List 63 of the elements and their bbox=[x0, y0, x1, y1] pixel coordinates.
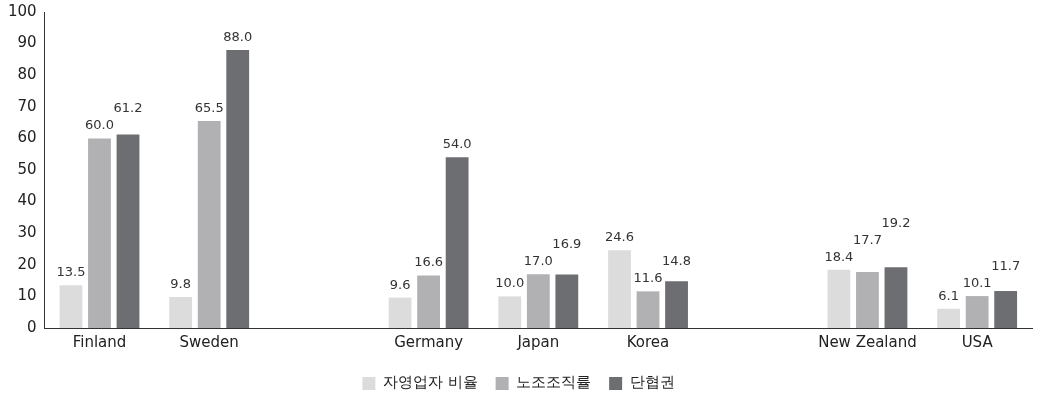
bar bbox=[59, 285, 83, 328]
bar bbox=[197, 121, 221, 328]
bar bbox=[994, 291, 1018, 328]
legend-label: 노조조직률 bbox=[516, 373, 592, 392]
data-label: 9.8 bbox=[170, 275, 192, 291]
y-tick-label: 10 bbox=[17, 286, 37, 305]
data-label: 61.2 bbox=[113, 100, 143, 116]
bar bbox=[665, 281, 688, 328]
data-label: 17.0 bbox=[523, 253, 553, 269]
data-label: 54.0 bbox=[442, 136, 472, 152]
data-label: 11.6 bbox=[633, 270, 663, 286]
bar bbox=[116, 134, 140, 328]
data-label: 14.8 bbox=[662, 253, 692, 269]
data-label: 88.0 bbox=[223, 28, 253, 44]
data-label: 9.6 bbox=[389, 276, 411, 292]
data-label: 65.5 bbox=[194, 99, 224, 115]
bar bbox=[636, 291, 660, 328]
data-label: 24.6 bbox=[605, 229, 634, 245]
bar bbox=[827, 269, 851, 328]
bar bbox=[555, 274, 579, 328]
y-tick-label: 50 bbox=[17, 159, 37, 178]
data-label: 10.0 bbox=[495, 275, 525, 291]
y-tick-label: 20 bbox=[17, 254, 37, 273]
y-tick-label: 100 bbox=[7, 1, 37, 20]
data-label: 60.0 bbox=[85, 117, 114, 133]
y-tick-label: 30 bbox=[17, 223, 37, 242]
y-tick-label: 70 bbox=[17, 96, 37, 115]
bar bbox=[169, 297, 193, 328]
data-label: 13.5 bbox=[56, 264, 86, 280]
data-label: 19.2 bbox=[881, 214, 911, 230]
bar bbox=[884, 267, 908, 328]
x-tick-label: Japan bbox=[516, 332, 560, 351]
bar bbox=[856, 272, 879, 328]
bar bbox=[526, 274, 550, 328]
y-tick-label: 80 bbox=[17, 65, 37, 84]
x-tick-label: New Zealand bbox=[818, 332, 917, 351]
bar bbox=[388, 297, 412, 328]
bar bbox=[965, 296, 989, 328]
x-tick-label: Germany bbox=[394, 332, 464, 351]
x-tick-label: Sweden bbox=[179, 332, 239, 351]
bar bbox=[226, 49, 250, 328]
y-tick-label: 90 bbox=[17, 33, 37, 52]
legend-label: 단협권 bbox=[629, 373, 675, 392]
bar bbox=[937, 308, 961, 328]
x-tick-label: Finland bbox=[72, 332, 127, 351]
y-tick-label: 40 bbox=[17, 191, 37, 210]
bar bbox=[608, 250, 631, 328]
y-tick-label: 0 bbox=[27, 317, 37, 336]
bar bbox=[417, 275, 441, 328]
data-label: 11.7 bbox=[991, 257, 1021, 273]
y-tick-label: 60 bbox=[17, 128, 37, 147]
data-label: 18.4 bbox=[824, 248, 854, 264]
data-label: 16.9 bbox=[552, 236, 582, 252]
x-tick-label: Korea bbox=[626, 332, 670, 351]
data-label: 6.1 bbox=[938, 287, 959, 303]
bar bbox=[88, 138, 111, 328]
x-tick-label: USA bbox=[961, 332, 994, 351]
bar bbox=[498, 296, 522, 328]
data-label: 10.1 bbox=[962, 274, 992, 290]
data-label: 16.6 bbox=[414, 254, 444, 270]
legend-label: 자영업자 비율 bbox=[382, 373, 478, 392]
bar bbox=[445, 157, 469, 328]
data-label: 17.7 bbox=[852, 231, 882, 247]
